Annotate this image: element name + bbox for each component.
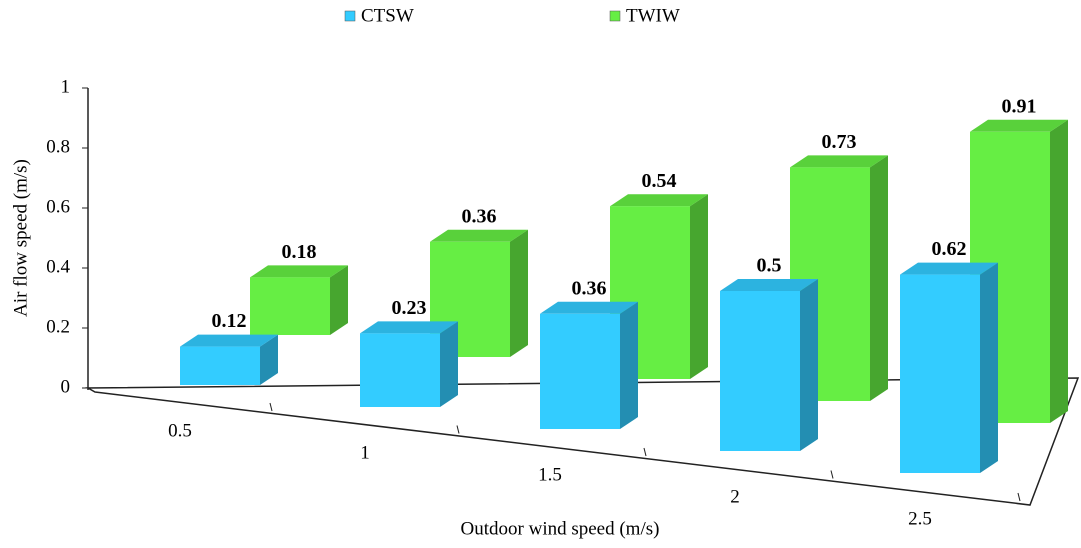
x-tick-label: 1.5 <box>538 464 562 485</box>
bar-top <box>900 262 998 275</box>
bar-top-shade <box>900 262 998 275</box>
bar-side-shade <box>620 301 638 429</box>
bar-side-shade <box>260 334 278 385</box>
bar-top-shade <box>180 334 278 347</box>
bar <box>540 313 620 429</box>
bar-top-shade <box>970 119 1068 132</box>
bar-side <box>510 229 528 357</box>
bar-side <box>1050 119 1068 424</box>
legend-swatch <box>344 10 356 22</box>
x-tick-label: 2.5 <box>908 508 932 529</box>
bar-top-shade <box>540 301 638 314</box>
y-tick-label: 0.8 <box>46 136 70 157</box>
value-label: 0.54 <box>642 170 677 192</box>
value-label: 0.91 <box>1002 95 1037 117</box>
bar-side-shade <box>800 279 818 451</box>
bar <box>180 346 260 385</box>
y-tick-label: 0.2 <box>46 316 70 337</box>
x-tick-label: 0.5 <box>168 420 192 441</box>
bar-side-shade <box>980 262 998 473</box>
value-label: 0.12 <box>212 310 247 332</box>
value-label: 0.36 <box>462 205 497 227</box>
bar-side <box>980 262 998 473</box>
bar-side-shade <box>690 194 708 379</box>
value-label: 0.18 <box>282 241 317 263</box>
bar-top-shade <box>430 229 528 242</box>
value-label: 0.36 <box>572 277 607 299</box>
bar-side-shade <box>440 321 458 407</box>
legend-label: TWIW <box>626 5 680 26</box>
x-tick <box>643 447 647 457</box>
y-tick-label: 1 <box>61 76 71 97</box>
floor <box>85 377 1080 506</box>
x-tick <box>269 402 273 412</box>
bar-side-shade <box>510 229 528 357</box>
bar-side-shade <box>330 265 348 335</box>
bar-top <box>540 301 638 314</box>
bar-side-shade <box>1050 119 1068 424</box>
legend-label: CTSW <box>361 5 414 26</box>
bar-top-shade <box>610 194 708 207</box>
bar <box>720 291 800 451</box>
bar-top <box>430 229 528 242</box>
bar-top <box>360 321 458 334</box>
x-tick-label: 2 <box>730 486 740 507</box>
x-tick <box>1017 492 1021 502</box>
value-label: 0.5 <box>757 255 782 277</box>
bar <box>360 333 440 407</box>
y-tick-label: 0 <box>61 376 71 397</box>
x-axis-label: Outdoor wind speed (m/s) <box>461 518 660 539</box>
x-tick <box>456 425 460 434</box>
y-tick-label: 0.6 <box>46 196 70 217</box>
bar-top <box>250 265 348 278</box>
value-label: 0.62 <box>932 238 967 260</box>
bar-side <box>440 321 458 407</box>
bar-top-shade <box>250 265 348 278</box>
bar-top <box>790 155 888 168</box>
x-tick <box>830 470 834 479</box>
bar-side <box>870 155 888 401</box>
bar-top-shade <box>790 155 888 168</box>
y-tick-label: 0.4 <box>46 256 70 277</box>
bar-side <box>690 194 708 379</box>
bar-top <box>180 334 278 347</box>
bar-side <box>620 301 638 429</box>
value-label: 0.23 <box>392 297 427 319</box>
bar-side <box>800 279 818 451</box>
legend-swatch <box>609 10 621 22</box>
bar-top-shade <box>360 321 458 334</box>
bar-side <box>330 265 348 335</box>
bar-top <box>610 194 708 207</box>
bar-top-shade <box>720 279 818 291</box>
bar-side <box>260 334 278 385</box>
bar-top <box>970 119 1068 132</box>
x-tick-label: 1 <box>360 442 370 463</box>
bar-side-shade <box>870 155 888 401</box>
bar <box>900 274 980 473</box>
value-label: 0.73 <box>822 131 857 153</box>
y-axis-label: Air flow speed (m/s) <box>10 159 31 317</box>
bar <box>250 277 330 335</box>
bar-top <box>720 279 818 291</box>
